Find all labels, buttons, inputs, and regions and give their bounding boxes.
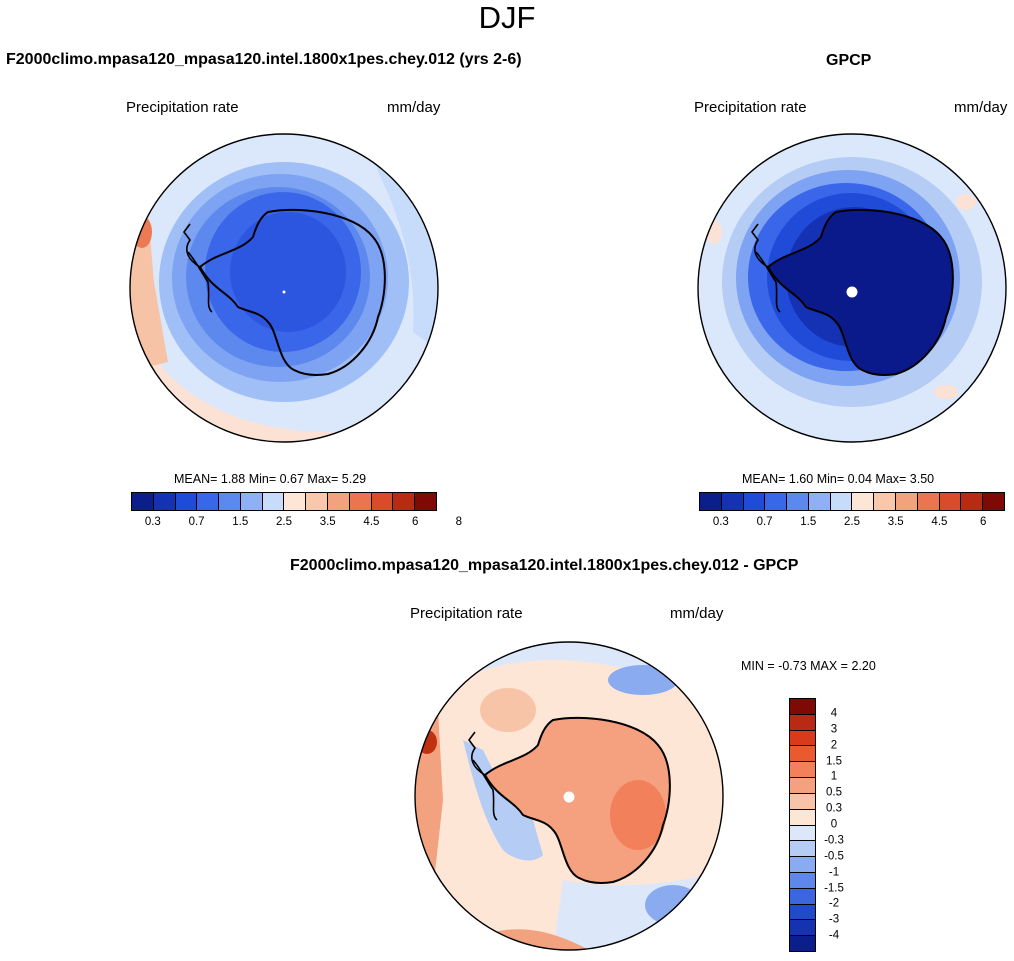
obs-units-label: mm/day: [954, 99, 1008, 116]
model-colorbar-swatch: [349, 493, 372, 510]
obs-colorbar-swatch: [721, 493, 744, 510]
diff-colorbar: [789, 698, 816, 952]
obs-colorbar-tick-label: 2.5: [844, 516, 860, 528]
diff-colorbar-tick-label: 0: [830, 818, 838, 831]
obs-colorbar-tick-label: 0.7: [756, 516, 773, 528]
model-colorbar-tick-label: 1.5: [232, 516, 249, 528]
diff-colorbar-swatch: [790, 872, 815, 889]
obs-colorbar-swatch: [700, 493, 722, 510]
model-colorbar-swatch: [415, 493, 436, 510]
diff-colorbar-swatch: [790, 793, 815, 810]
obs-colorbar-swatch: [983, 493, 1004, 510]
diff-colorbar-tick-label: -4: [828, 929, 840, 942]
diff-colorbar-swatch: [790, 857, 815, 873]
model-colorbar-swatch: [175, 493, 198, 510]
model-colorbar-tick-label: 6: [411, 516, 419, 528]
obs-colorbar-tick-label: 3.5: [887, 516, 904, 528]
model-colorbar-swatch: [240, 493, 263, 510]
obs-colorbar-swatch: [765, 493, 788, 510]
diff-colorbar-tick-label: 3: [830, 723, 838, 736]
obs-colorbar-swatch: [852, 493, 875, 510]
diff-colorbar-tick-label: 2: [830, 739, 838, 752]
obs-colorbar-swatch: [830, 493, 853, 510]
model-colorbar-tick-label: 0.7: [188, 516, 205, 528]
diff-colorbar-tick-label: 1.5: [826, 755, 842, 767]
obs-colorbar-swatch: [896, 493, 918, 510]
diff-colorbar-tick-label: -0.5: [824, 850, 844, 863]
obs-stats: MEAN= 1.60 Min= 0.04 Max= 3.50: [742, 472, 935, 486]
diff-colorbar-swatch: [790, 730, 815, 747]
model-colorbar-swatch: [219, 493, 241, 510]
obs-variable-label: Precipitation rate: [694, 99, 807, 116]
diff-colorbar-swatch: [790, 699, 815, 715]
diff-colorbar-tick-label: -0.3: [824, 834, 844, 847]
model-colorbar-swatch: [328, 493, 350, 510]
diff-panel-title: F2000climo.mpasa120_mpasa120.intel.1800x…: [290, 557, 799, 574]
model-colorbar-swatch: [371, 493, 394, 510]
model-colorbar-swatch: [132, 493, 154, 510]
obs-colorbar-tick-label: 4.5: [931, 516, 948, 528]
model-panel-title: F2000climo.mpasa120_mpasa120.intel.1800x…: [6, 51, 522, 68]
diff-stats: MIN = -0.73 MAX = 2.20: [741, 659, 876, 673]
model-stats: MEAN= 1.88 Min= 0.67 Max= 5.29: [174, 472, 367, 486]
obs-polar-map: [697, 133, 1007, 443]
model-variable-label: Precipitation rate: [126, 99, 239, 116]
diff-colorbar-swatch: [790, 920, 815, 937]
model-colorbar-swatch: [197, 493, 220, 510]
diff-colorbar-swatch: [790, 825, 815, 842]
model-colorbar-tick-label: 2.5: [276, 516, 292, 528]
diff-polar-map: [414, 641, 724, 951]
model-colorbar-swatch: [153, 493, 176, 510]
diff-colorbar-swatch: [790, 841, 815, 858]
diff-colorbar-swatch: [790, 746, 815, 763]
obs-colorbar-ticks: 0.30.71.52.53.54.568: [699, 516, 1005, 530]
diff-colorbar-swatch: [790, 714, 815, 731]
diff-colorbar-tick-label: -3: [828, 913, 840, 926]
model-units-label: mm/day: [387, 99, 441, 116]
obs-colorbar-swatch: [787, 493, 809, 510]
obs-colorbar-swatch: [939, 493, 962, 510]
model-polar-map: [129, 133, 439, 443]
diff-variable-label: Precipitation rate: [410, 605, 523, 622]
model-colorbar-swatch: [306, 493, 329, 510]
diff-colorbar-swatch: [790, 762, 815, 779]
diff-colorbar-swatch: [790, 936, 815, 951]
diff-colorbar-tick-label: 0.5: [826, 786, 842, 799]
diff-colorbar-tick-label: -1: [828, 866, 840, 879]
model-colorbar-tick-label: 3.5: [319, 516, 336, 528]
obs-colorbar-tick-label: 0.3: [712, 516, 729, 528]
model-colorbar-swatch: [393, 493, 416, 510]
obs-colorbar-tick-label: 1.5: [800, 516, 817, 528]
model-colorbar: [131, 492, 437, 511]
diff-colorbar-swatch: [790, 809, 815, 826]
model-colorbar-swatch: [284, 493, 307, 510]
season-title: DJF: [478, 0, 536, 35]
model-colorbar-swatch: [262, 493, 285, 510]
obs-colorbar: [699, 492, 1005, 511]
model-colorbar-tick-label: 4.5: [363, 516, 380, 528]
diff-colorbar-tick-label: 0.3: [826, 802, 842, 815]
obs-colorbar-swatch: [874, 493, 897, 510]
model-colorbar-tick-label: 0.3: [144, 516, 161, 528]
diff-colorbar-tick-label: -1.5: [824, 882, 844, 894]
diff-colorbar-swatch: [790, 904, 815, 921]
model-colorbar-tick-label: 8: [455, 516, 463, 528]
diff-colorbar-swatch: [790, 888, 815, 905]
model-colorbar-ticks: 0.3 0.7 1.5 2.5 3.5 4.5 6 8: [131, 516, 462, 530]
diff-colorbar-swatch: [790, 778, 815, 794]
obs-panel-title: GPCP: [826, 52, 872, 69]
obs-colorbar-swatch: [743, 493, 766, 510]
diff-units-label: mm/day: [670, 605, 724, 622]
obs-colorbar-swatch: [808, 493, 831, 510]
diff-colorbar-tick-label: 1: [830, 770, 838, 783]
obs-colorbar-swatch: [961, 493, 984, 510]
obs-colorbar-tick-label: 6: [979, 516, 987, 528]
diff-colorbar-tick-label: -2: [828, 897, 840, 910]
obs-colorbar-swatch: [917, 493, 940, 510]
diff-colorbar-ticks: 4 3 2 1.5 1 0.5 0.3 0 -0.3 -0.5 -1 -1.5 -2 -3 -4: [822, 698, 846, 952]
diff-colorbar-tick-label: 4: [830, 707, 838, 720]
